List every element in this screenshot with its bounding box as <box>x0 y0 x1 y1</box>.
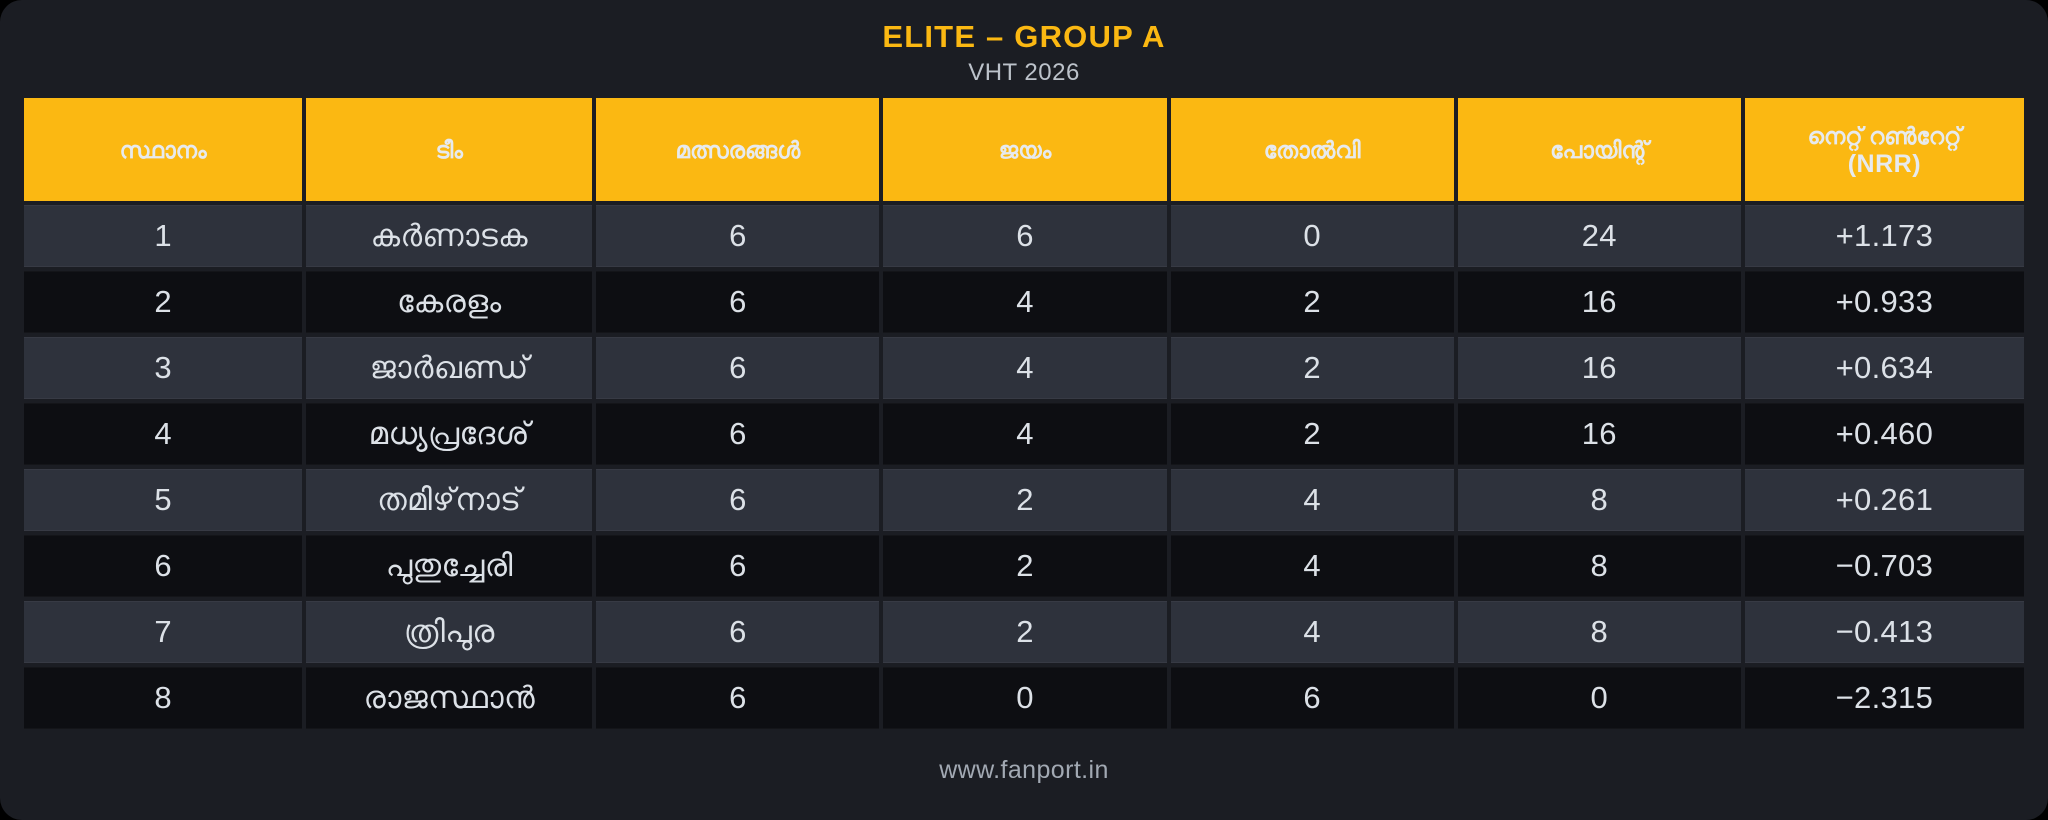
cell-points: 8 <box>1457 601 1741 663</box>
cell-position: 4 <box>24 403 303 465</box>
cell-position: 7 <box>24 601 303 663</box>
table-row: 7 ത്രിപുര 6 2 4 8 −0.413 <box>24 601 2024 663</box>
cell-nrr: +0.933 <box>1744 271 2024 333</box>
cell-matches: 6 <box>596 469 880 531</box>
cell-team: ത്രിപുര <box>306 601 593 663</box>
cell-matches: 6 <box>596 271 880 333</box>
cell-position: 8 <box>24 667 303 729</box>
page-subtitle: VHT 2026 <box>968 59 1080 86</box>
cell-nrr: −2.315 <box>1744 667 2024 729</box>
cell-points: 16 <box>1457 271 1741 333</box>
cell-position: 3 <box>24 337 303 399</box>
cell-team: കർണാടക <box>306 205 593 267</box>
cell-won: 2 <box>883 601 1167 663</box>
cell-nrr: +1.173 <box>1744 205 2024 267</box>
cell-points: 24 <box>1457 205 1741 267</box>
column-header-team: ടീം <box>306 98 593 201</box>
table-row: 3 ജാർഖണ്ഡ് 6 4 2 16 +0.634 <box>24 337 2024 399</box>
cell-nrr: +0.460 <box>1744 403 2024 465</box>
column-header-label: സ്ഥാനം <box>119 136 207 163</box>
page-title: ELITE – GROUP A <box>882 19 1166 54</box>
cell-won: 4 <box>883 337 1167 399</box>
cell-matches: 6 <box>596 601 880 663</box>
cell-matches: 6 <box>596 205 880 267</box>
column-header-points: പോയിന്റ് <box>1457 98 1741 201</box>
cell-lost: 2 <box>1170 337 1454 399</box>
cell-team: പുതുച്ചേരി <box>306 535 593 597</box>
cell-matches: 6 <box>596 535 880 597</box>
graphic-header: ELITE – GROUP A VHT 2026 <box>0 0 2048 89</box>
cell-lost: 0 <box>1170 205 1454 267</box>
cell-team: ജാർഖണ്ഡ് <box>306 337 593 399</box>
cell-lost: 4 <box>1170 601 1454 663</box>
cell-position: 6 <box>24 535 303 597</box>
cell-points: 8 <box>1457 535 1741 597</box>
column-header-won: ജയം <box>883 98 1167 201</box>
table-row: 5 തമിഴ്‌നാട് 6 2 4 8 +0.261 <box>24 469 2024 531</box>
cell-nrr: −0.703 <box>1744 535 2024 597</box>
cell-nrr: +0.634 <box>1744 337 2024 399</box>
cell-points: 16 <box>1457 403 1741 465</box>
cell-lost: 6 <box>1170 667 1454 729</box>
cell-lost: 4 <box>1170 535 1454 597</box>
cell-team: തമിഴ്‌നാട് <box>306 469 593 531</box>
cell-position: 5 <box>24 469 303 531</box>
table-row: 8 രാജസ്ഥാൻ 6 0 6 0 −2.315 <box>24 667 2024 729</box>
cell-won: 2 <box>883 535 1167 597</box>
cell-won: 4 <box>883 271 1167 333</box>
cell-position: 2 <box>24 271 303 333</box>
cell-won: 6 <box>883 205 1167 267</box>
cell-points: 0 <box>1457 667 1741 729</box>
cell-lost: 4 <box>1170 469 1454 531</box>
cell-won: 4 <box>883 403 1167 465</box>
table-row: 2 കേരളം 6 4 2 16 +0.933 <box>24 271 2024 333</box>
table-row: 4 മധ്യപ്രദേശ് 6 4 2 16 +0.460 <box>24 403 2024 465</box>
column-header-sublabel: (NRR) <box>1847 149 1922 178</box>
table-row: 6 പുതുച്ചേരി 6 2 4 8 −0.703 <box>24 535 2024 597</box>
column-header-label: ടീം <box>435 136 463 163</box>
table-row: 1 കർണാടക 6 6 0 24 +1.173 <box>24 205 2024 267</box>
cell-team: രാജസ്ഥാൻ <box>306 667 593 729</box>
column-header-label: പോയിന്റ് <box>1550 136 1649 163</box>
table-header-row: സ്ഥാനം ടീം മത്സരങ്ങൾ ജയം തോൽവി പോയിന്റ് … <box>24 98 2024 201</box>
cell-team: കേരളം <box>306 271 593 333</box>
column-header-lost: തോൽവി <box>1170 98 1454 201</box>
points-table: സ്ഥാനം ടീം മത്സരങ്ങൾ ജയം തോൽവി പോയിന്റ് … <box>24 98 2024 729</box>
cell-lost: 2 <box>1170 403 1454 465</box>
cell-points: 8 <box>1457 469 1741 531</box>
cell-team: മധ്യപ്രദേശ് <box>306 403 593 465</box>
cell-won: 2 <box>883 469 1167 531</box>
cell-matches: 6 <box>596 667 880 729</box>
cell-points: 16 <box>1457 337 1741 399</box>
cell-matches: 6 <box>596 337 880 399</box>
column-header-label: മത്സരങ്ങൾ <box>675 136 801 163</box>
cell-nrr: +0.261 <box>1744 469 2024 531</box>
column-header-nrr: നെറ്റ് റൺറേറ്റ് (NRR) <box>1744 98 2024 201</box>
column-header-position: സ്ഥാനം <box>24 98 303 201</box>
column-header-label: നെറ്റ് റൺറേറ്റ് <box>1807 122 1962 149</box>
cell-nrr: −0.413 <box>1744 601 2024 663</box>
cell-position: 1 <box>24 205 303 267</box>
column-header-matches: മത്സരങ്ങൾ <box>596 98 880 201</box>
column-header-label: തോൽവി <box>1263 136 1361 163</box>
cell-won: 0 <box>883 667 1167 729</box>
cell-matches: 6 <box>596 403 880 465</box>
cell-lost: 2 <box>1170 271 1454 333</box>
column-header-label: ജയം <box>998 136 1052 163</box>
footer-website: www.fanport.in <box>939 756 1109 784</box>
